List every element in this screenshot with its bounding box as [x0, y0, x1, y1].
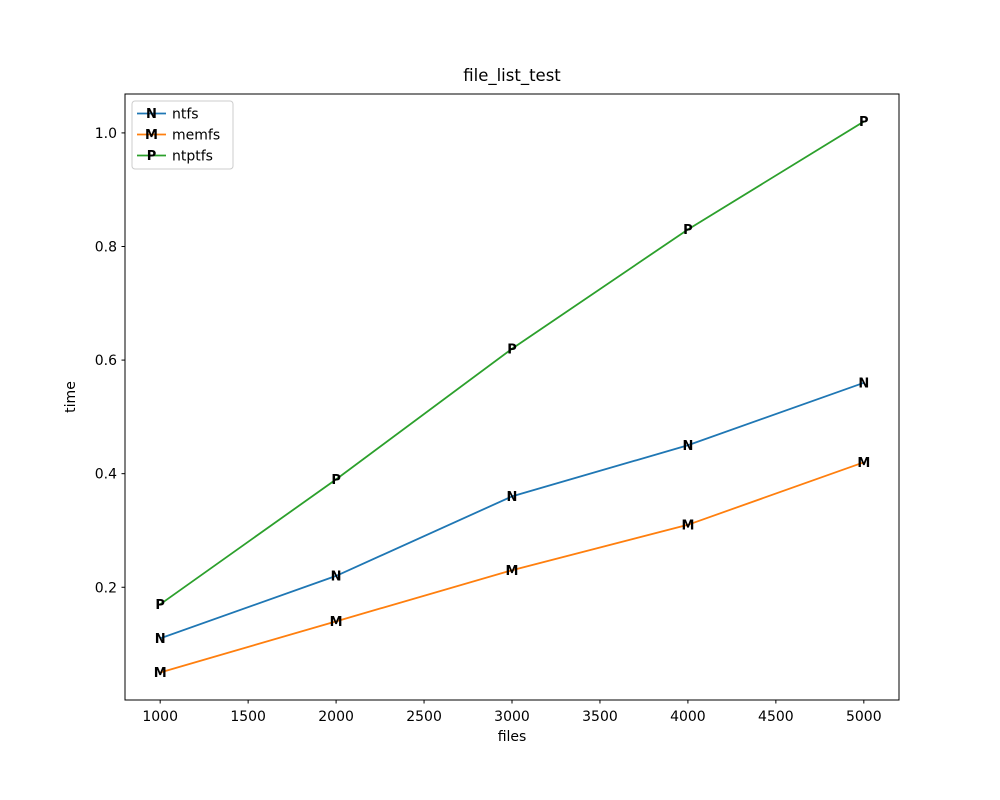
legend-marker-ntfs: N	[146, 107, 157, 122]
legend-marker-memfs: M	[145, 128, 158, 143]
legend-label-ntfs: ntfs	[172, 107, 199, 123]
data-marker-ntptfs: P	[859, 115, 869, 130]
data-marker-ntfs: N	[155, 632, 166, 647]
x-tick-label: 2000	[318, 709, 354, 725]
data-marker-ntptfs: P	[155, 598, 165, 613]
x-tick-label: 4500	[758, 709, 794, 725]
data-marker-ntfs: N	[858, 377, 869, 392]
data-marker-memfs: M	[506, 564, 519, 579]
data-marker-ntptfs: P	[507, 342, 517, 357]
series-line-ntptfs	[159, 120, 865, 606]
y-tick-label: 0.8	[95, 239, 117, 255]
axes-frame	[124, 93, 900, 701]
x-tick-label: 1000	[142, 709, 178, 725]
x-tick-label: 4000	[670, 709, 706, 725]
x-tick-label: 2500	[406, 709, 442, 725]
legend-marker-ntptfs: P	[147, 149, 157, 164]
y-tick-label: 0.4	[95, 467, 117, 483]
x-tick-label: 3500	[582, 709, 618, 725]
data-marker-ntfs: N	[682, 439, 693, 454]
legend-frame	[131, 100, 234, 170]
x-tick-label: 3000	[494, 709, 530, 725]
data-marker-memfs: M	[681, 518, 694, 533]
y-axis-label: time	[63, 381, 79, 413]
y-tick-label: 1.0	[95, 126, 117, 142]
data-marker-ntptfs: P	[683, 223, 693, 238]
data-marker-memfs: M	[154, 666, 167, 681]
y-tick-label: 0.6	[95, 353, 117, 369]
x-tick-label: 1500	[230, 709, 266, 725]
data-marker-ntptfs: P	[331, 473, 341, 488]
data-marker-memfs: M	[330, 615, 343, 630]
legend-label-ntptfs: ntptfs	[172, 149, 213, 165]
data-marker-ntfs: N	[331, 570, 342, 585]
series-line-memfs	[159, 461, 865, 674]
chart-title: file_list_test	[463, 66, 561, 86]
data-marker-ntfs: N	[507, 490, 518, 505]
data-marker-memfs: M	[857, 456, 870, 471]
series-line-ntfs	[159, 381, 865, 640]
axes-area: 1000 1500 2000 2500 3000 3500 4000 4500 5000 0.2 0…	[95, 93, 900, 725]
x-tick-label: 5000	[846, 709, 882, 725]
y-tick-label: 0.2	[95, 580, 117, 596]
x-axis-label: files	[498, 729, 527, 745]
legend-label-memfs: memfs	[172, 128, 220, 144]
